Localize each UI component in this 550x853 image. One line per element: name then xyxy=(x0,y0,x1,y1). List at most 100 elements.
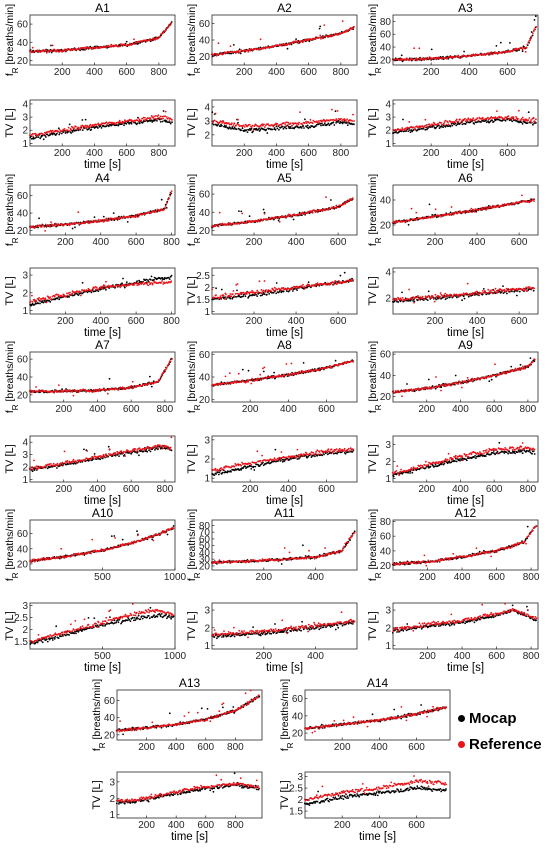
data-point xyxy=(156,115,159,118)
data-point xyxy=(278,221,281,223)
data-point xyxy=(444,292,447,295)
data-point xyxy=(337,206,340,209)
data-point xyxy=(86,450,89,452)
data-point xyxy=(239,51,242,54)
data-point xyxy=(112,212,115,215)
data-point xyxy=(405,128,408,131)
data-point xyxy=(225,293,227,296)
data-point xyxy=(407,223,410,226)
y-tick-label: 20 xyxy=(17,226,29,237)
x-tick-label: 600 xyxy=(128,316,145,327)
data-point xyxy=(162,110,165,112)
data-point xyxy=(351,120,354,122)
data-point xyxy=(277,216,280,219)
data-point xyxy=(32,468,34,471)
data-point xyxy=(318,27,321,30)
data-point xyxy=(216,223,219,226)
data-point xyxy=(466,292,468,295)
y-tick-label: 20 xyxy=(199,226,211,237)
data-point xyxy=(270,290,273,293)
data-point xyxy=(250,127,253,130)
data-point xyxy=(447,123,450,126)
data-point xyxy=(59,132,61,134)
data-point xyxy=(105,121,108,124)
data-point xyxy=(443,296,446,299)
data-point xyxy=(145,39,148,41)
x-tick-label: 200 xyxy=(54,148,71,159)
x-tick-label: 400 xyxy=(469,237,486,248)
data-point xyxy=(150,39,153,42)
data-point xyxy=(502,285,504,287)
data-point xyxy=(128,44,130,46)
data-point xyxy=(497,204,500,207)
data-point xyxy=(103,456,106,459)
x-tick-label: 200 xyxy=(57,237,74,248)
data-point xyxy=(322,124,325,126)
data-point xyxy=(83,125,86,128)
x-tick-label: 600 xyxy=(118,67,135,78)
data-point xyxy=(149,118,152,121)
data-point xyxy=(309,118,312,121)
data-point xyxy=(84,48,87,51)
data-point xyxy=(51,129,54,132)
data-point xyxy=(146,450,149,453)
data-point xyxy=(152,117,155,119)
data-point xyxy=(302,125,305,127)
data-point xyxy=(225,298,228,300)
data-point xyxy=(277,219,280,222)
data-point xyxy=(90,457,93,460)
data-point xyxy=(518,290,521,293)
data-point xyxy=(476,117,479,119)
data-point xyxy=(86,220,89,223)
data-point xyxy=(442,126,444,129)
y-tick-label: 2.5 xyxy=(196,271,210,282)
data-point xyxy=(135,450,138,453)
data-point xyxy=(255,293,257,296)
data-point xyxy=(411,298,414,301)
data-point xyxy=(38,217,40,220)
data-point xyxy=(43,133,45,136)
data-point xyxy=(77,127,80,129)
data-point xyxy=(107,445,110,448)
data-point xyxy=(236,289,238,292)
data-point xyxy=(159,35,162,38)
x-tick-label: 200 xyxy=(57,316,74,327)
data-point xyxy=(169,360,172,363)
data-point xyxy=(80,294,82,297)
data-point xyxy=(118,455,120,457)
data-point xyxy=(169,122,172,125)
data-point xyxy=(263,123,265,126)
data-point xyxy=(161,280,164,282)
data-point xyxy=(503,118,506,121)
x-axis-label: time [s] xyxy=(447,159,484,171)
x-tick-label: 400 xyxy=(268,67,285,78)
data-point xyxy=(49,296,52,299)
data-point xyxy=(352,279,354,281)
data-point xyxy=(469,209,472,212)
data-point xyxy=(242,124,245,127)
x-tick-label: 800 xyxy=(333,67,350,78)
data-point xyxy=(440,122,443,124)
data-point xyxy=(220,296,223,299)
data-point xyxy=(92,457,95,459)
data-point xyxy=(528,201,531,204)
data-point xyxy=(522,287,525,290)
series-mocap xyxy=(29,357,173,394)
data-point xyxy=(32,49,35,52)
data-point xyxy=(251,124,254,127)
data-point xyxy=(282,127,285,130)
data-point xyxy=(35,300,38,303)
data-point xyxy=(260,289,263,291)
data-point xyxy=(401,299,404,301)
data-point xyxy=(295,122,297,125)
data-point xyxy=(151,119,153,122)
data-point xyxy=(170,358,173,361)
data-point xyxy=(153,115,156,118)
data-point xyxy=(107,219,110,222)
data-point xyxy=(159,447,162,450)
data-point xyxy=(229,293,232,295)
data-point xyxy=(284,123,287,125)
data-point xyxy=(496,110,498,112)
data-point xyxy=(106,389,108,391)
data-point xyxy=(335,122,337,124)
